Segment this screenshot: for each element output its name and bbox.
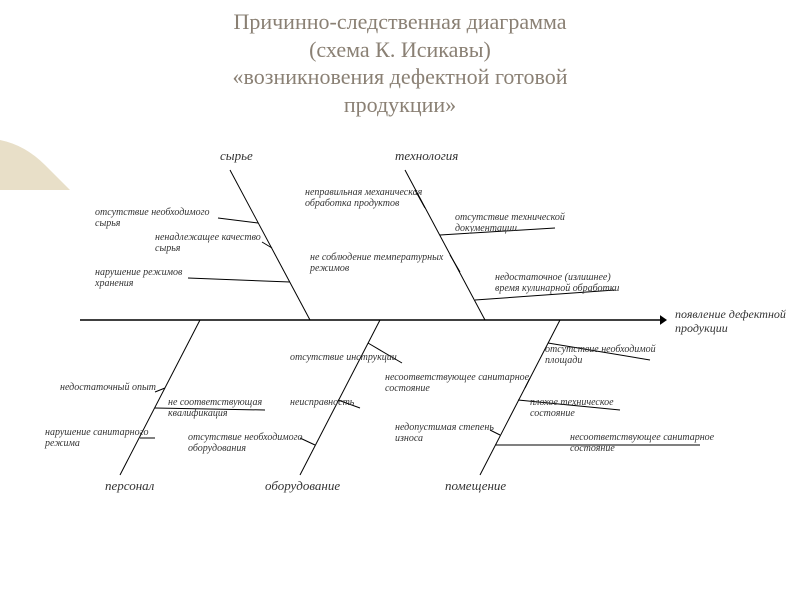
- svg-text:несоответствующее санитарное: несоответствующее санитарное: [385, 372, 530, 383]
- svg-text:неисправность: неисправность: [290, 397, 355, 408]
- svg-text:оборудования: оборудования: [188, 443, 246, 454]
- svg-text:обработка продуктов: обработка продуктов: [305, 198, 400, 209]
- svg-text:состояние: состояние: [385, 383, 430, 394]
- title-line-1: Причинно-следственная диаграмма: [233, 9, 566, 34]
- svg-text:плохое техническое: плохое техническое: [530, 397, 614, 408]
- svg-text:неправильная механическая: неправильная механическая: [305, 187, 423, 198]
- svg-text:отсутствие необходимого: отсутствие необходимого: [188, 432, 303, 443]
- svg-text:износа: износа: [395, 433, 423, 444]
- svg-text:нарушение режимов: нарушение режимов: [95, 267, 183, 278]
- svg-text:сырья: сырья: [95, 218, 121, 229]
- fishbone-diagram: появление дефектнойпродукции сырье отсутст…: [0, 120, 800, 540]
- svg-text:состояние: состояние: [570, 443, 615, 454]
- svg-text:отсутствие инструкции: отсутствие инструкции: [290, 352, 397, 363]
- title-line-3: «возникновения дефектной готовой: [233, 64, 568, 89]
- title-line-4: продукции»: [344, 92, 456, 117]
- svg-text:состояние: состояние: [530, 408, 575, 419]
- svg-text:площади: площади: [545, 355, 582, 366]
- corner-decoration: [0, 120, 70, 190]
- title-line-2: (схема К. Исикавы): [309, 37, 491, 62]
- svg-text:режимов: режимов: [309, 263, 350, 274]
- svg-text:персонал: персонал: [105, 478, 155, 493]
- svg-text:отсутствие необходимого: отсутствие необходимого: [95, 207, 210, 218]
- svg-text:недостаточное (излишнее): недостаточное (излишнее): [495, 272, 611, 283]
- svg-text:сырья: сырья: [155, 243, 181, 254]
- svg-text:несоответствующее санитарное: несоответствующее санитарное: [570, 432, 715, 443]
- svg-text:продукции: продукции: [675, 321, 728, 335]
- svg-text:технология: технология: [395, 148, 458, 163]
- svg-text:появление дефектной: появление дефектной: [675, 307, 786, 321]
- svg-text:режима: режима: [44, 438, 80, 449]
- svg-text:не соответствующая: не соответствующая: [168, 397, 262, 408]
- svg-text:нарушение санитарного: нарушение санитарного: [45, 427, 149, 438]
- svg-text:недостаточный опыт: недостаточный опыт: [60, 382, 156, 393]
- svg-text:время кулинарной обработки: время кулинарной обработки: [495, 283, 619, 294]
- svg-text:хранения: хранения: [94, 278, 134, 289]
- svg-text:отсутствие необходимой: отсутствие необходимой: [545, 344, 656, 355]
- svg-text:сырье: сырье: [220, 148, 253, 163]
- svg-text:документации: документации: [455, 223, 517, 234]
- svg-text:ненадлежащее качество: ненадлежащее качество: [155, 232, 261, 243]
- svg-text:оборудование: оборудование: [265, 478, 340, 493]
- svg-text:недопустимая степень: недопустимая степень: [395, 422, 494, 433]
- svg-text:квалификация: квалификация: [168, 408, 228, 419]
- diagram-title: Причинно-следственная диаграмма (схема К…: [0, 8, 800, 118]
- svg-text:не соблюдение температурных: не соблюдение температурных: [310, 252, 444, 263]
- svg-text:отсутствие технической: отсутствие технической: [455, 212, 565, 223]
- svg-text:помещение: помещение: [445, 478, 506, 493]
